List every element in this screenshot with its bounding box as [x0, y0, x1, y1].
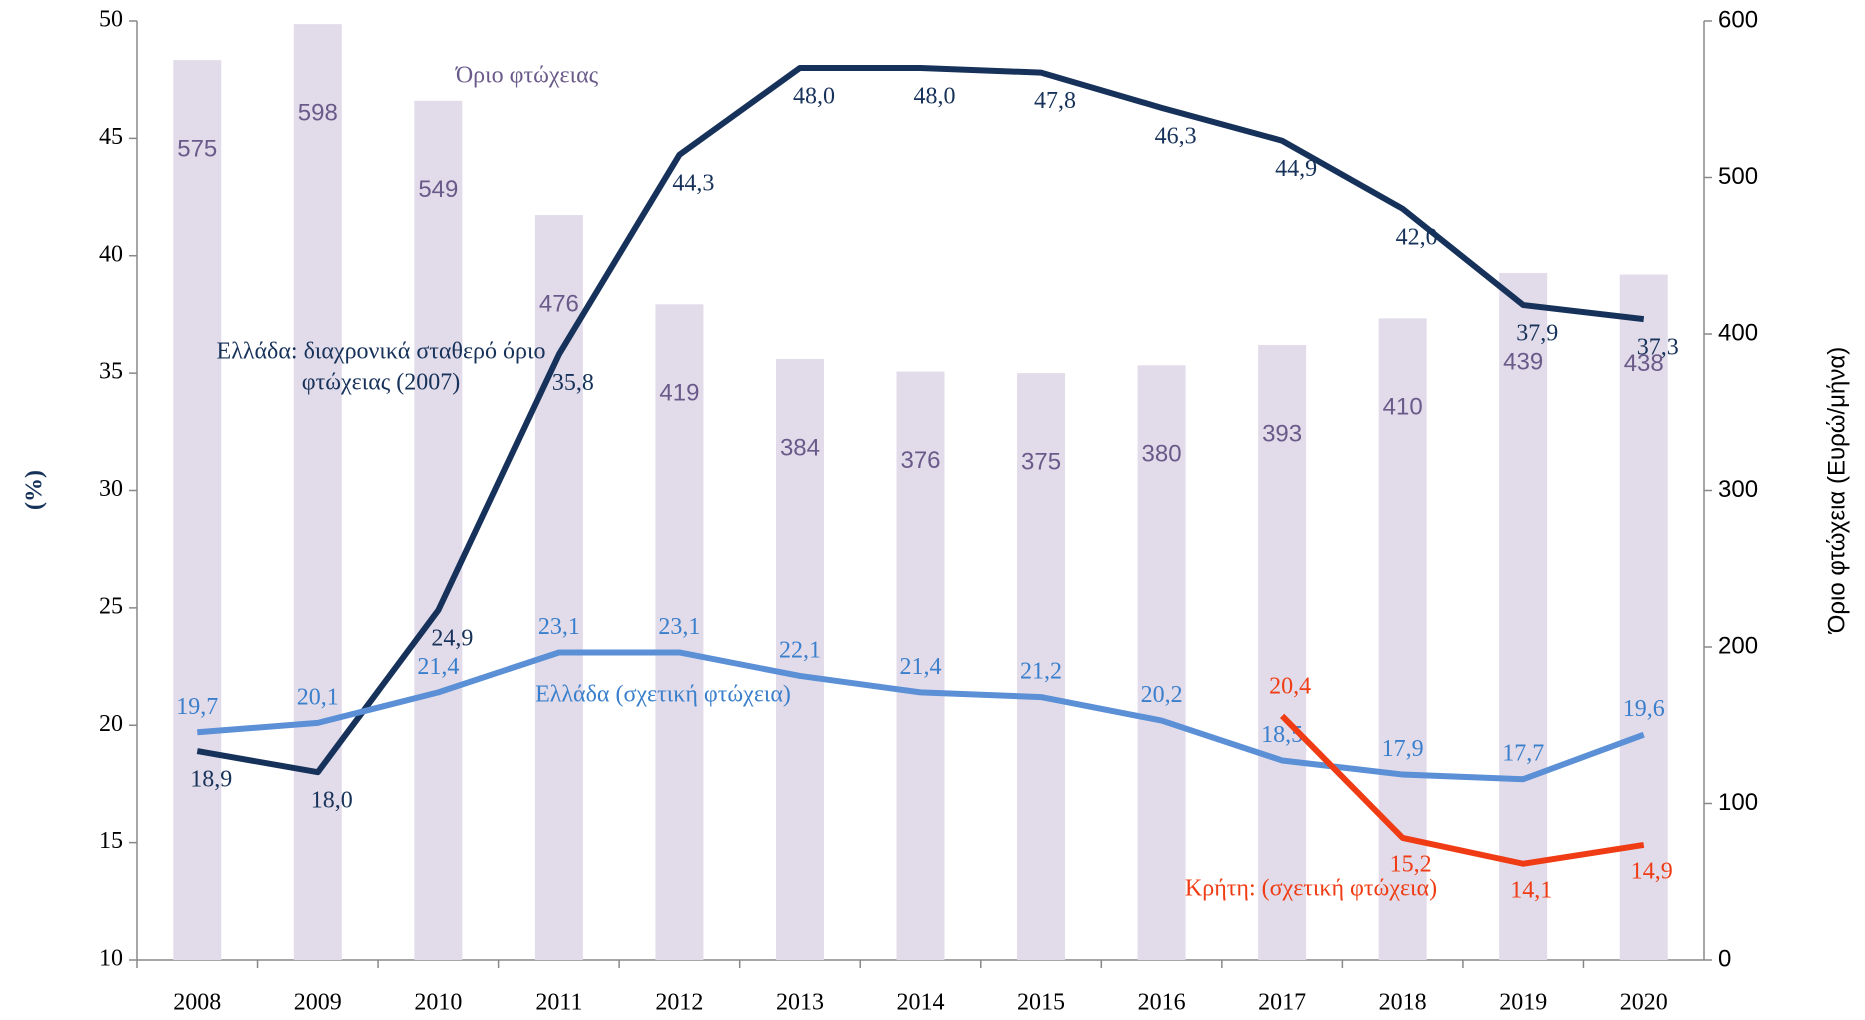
x-tick-label: 2012	[655, 990, 703, 1016]
line	[196, 64, 1645, 776]
x-tick-label: 2018	[1379, 990, 1427, 1016]
x-tick-label: 2015	[1017, 990, 1065, 1016]
line-value-label: 24,9	[431, 626, 473, 652]
line-value-label: 20,2	[1141, 682, 1183, 708]
y2-tick-label: 0	[1718, 945, 1731, 972]
y-tick-label: 15	[99, 828, 123, 854]
line-value-label: 42,0	[1396, 224, 1438, 250]
bar	[293, 24, 342, 960]
line-value-label: 48,0	[793, 83, 835, 109]
bar	[1017, 373, 1066, 960]
x-tick-label: 2020	[1620, 990, 1668, 1016]
line-value-label: 44,9	[1275, 156, 1317, 182]
line-value-label: 14,1	[1510, 877, 1552, 903]
line-value-label: 21,4	[900, 654, 942, 680]
y2-tick-label: 300	[1718, 476, 1758, 503]
line-value-label: 20,4	[1269, 673, 1311, 699]
line-value-label: 48,0	[914, 83, 956, 109]
x-tick-label: 2011	[535, 990, 582, 1016]
y-tick-label: 45	[99, 124, 123, 150]
bar	[173, 60, 222, 960]
y2-tick-label: 500	[1718, 163, 1758, 190]
y-tick-label: 10	[99, 946, 123, 972]
bar-value-label: 375	[1021, 448, 1061, 475]
line-value-label: 20,1	[297, 684, 339, 710]
x-tick-label: 2016	[1138, 990, 1186, 1016]
y-tick-label: 50	[99, 7, 123, 33]
line-value-label: 14,9	[1631, 858, 1673, 884]
x-tick-label: 2019	[1499, 990, 1547, 1016]
x-tick-label: 2009	[294, 990, 342, 1016]
bar-value-label: 419	[659, 380, 699, 407]
line-value-label: 19,7	[176, 694, 218, 720]
x-tick-label: 2014	[897, 990, 945, 1016]
y-tick-label: 25	[99, 593, 123, 619]
bar	[534, 215, 583, 960]
bar-value-label: 598	[298, 99, 338, 126]
y-tick-label: 20	[99, 711, 123, 737]
bar-value-label: 476	[539, 290, 579, 317]
line-value-label: 18,0	[311, 788, 353, 814]
x-tick-label: 2017	[1258, 990, 1306, 1016]
y2-tick-label: 100	[1718, 789, 1758, 816]
bar	[1619, 274, 1668, 960]
line-value-label: 18,9	[190, 767, 232, 793]
line-value-label: 19,6	[1623, 696, 1665, 722]
x-tick-label: 2008	[173, 990, 221, 1016]
bar	[414, 100, 463, 960]
line-value-label: 17,9	[1382, 736, 1424, 762]
bar-value-label: 393	[1262, 420, 1302, 447]
bar	[896, 371, 945, 960]
series-annotation: Ελλάδα: διαχρονικά σταθερό όριο	[217, 339, 546, 365]
y2-tick-label: 200	[1718, 632, 1758, 659]
line-value-label: 17,7	[1502, 741, 1544, 767]
line-value-label: 22,1	[779, 637, 821, 663]
y2-axis-label: Όριο φτώχεια (Ευρώ/μήνα)	[1823, 347, 1850, 634]
bar	[775, 359, 824, 960]
y-axis-label: (%)	[22, 470, 48, 510]
series-annotation: Κρήτη: (σχετική φτώχεια)	[1185, 876, 1437, 902]
line-value-label: 37,3	[1637, 335, 1679, 361]
y-tick-label: 40	[99, 241, 123, 267]
line-value-label: 23,1	[658, 614, 700, 640]
y-tick-label: 30	[99, 476, 123, 502]
line-value-label: 15,2	[1390, 851, 1432, 877]
bar-value-label: 376	[900, 447, 940, 474]
line-value-label: 46,3	[1155, 123, 1197, 149]
y2-tick-label: 600	[1718, 6, 1758, 33]
bar-value-label: 549	[418, 176, 458, 203]
series-annotation: Όριο φτώχειας	[455, 63, 599, 89]
bar	[1137, 365, 1186, 960]
line-value-label: 21,2	[1020, 659, 1062, 685]
line-value-label: 35,8	[552, 370, 594, 396]
series-annotation: Ελλάδα (σχετική φτώχεια)	[535, 682, 791, 708]
y2-tick-label: 400	[1718, 319, 1758, 346]
line-value-label: 37,9	[1516, 321, 1558, 347]
line-value-label: 44,3	[672, 170, 714, 196]
line	[197, 649, 1645, 783]
bar	[1378, 318, 1427, 961]
bar	[1258, 344, 1307, 961]
bar-value-label: 380	[1142, 441, 1182, 468]
x-tick-label: 2013	[776, 990, 824, 1016]
bar-value-label: 575	[177, 135, 217, 162]
bar-value-label: 384	[780, 434, 820, 461]
y-tick-label: 35	[99, 359, 123, 385]
bar	[1499, 272, 1548, 961]
line-value-label: 21,4	[417, 654, 459, 680]
line	[1279, 713, 1645, 867]
line-value-label: 23,1	[538, 614, 580, 640]
line-value-label: 47,8	[1034, 88, 1076, 114]
bar	[655, 304, 704, 960]
x-tick-label: 2010	[414, 990, 462, 1016]
bar-value-label: 438	[1624, 350, 1664, 377]
bar-value-label: 439	[1503, 348, 1543, 375]
series-annotation: φτώχειας (2007)	[302, 370, 461, 396]
bar-value-label: 410	[1383, 394, 1423, 421]
